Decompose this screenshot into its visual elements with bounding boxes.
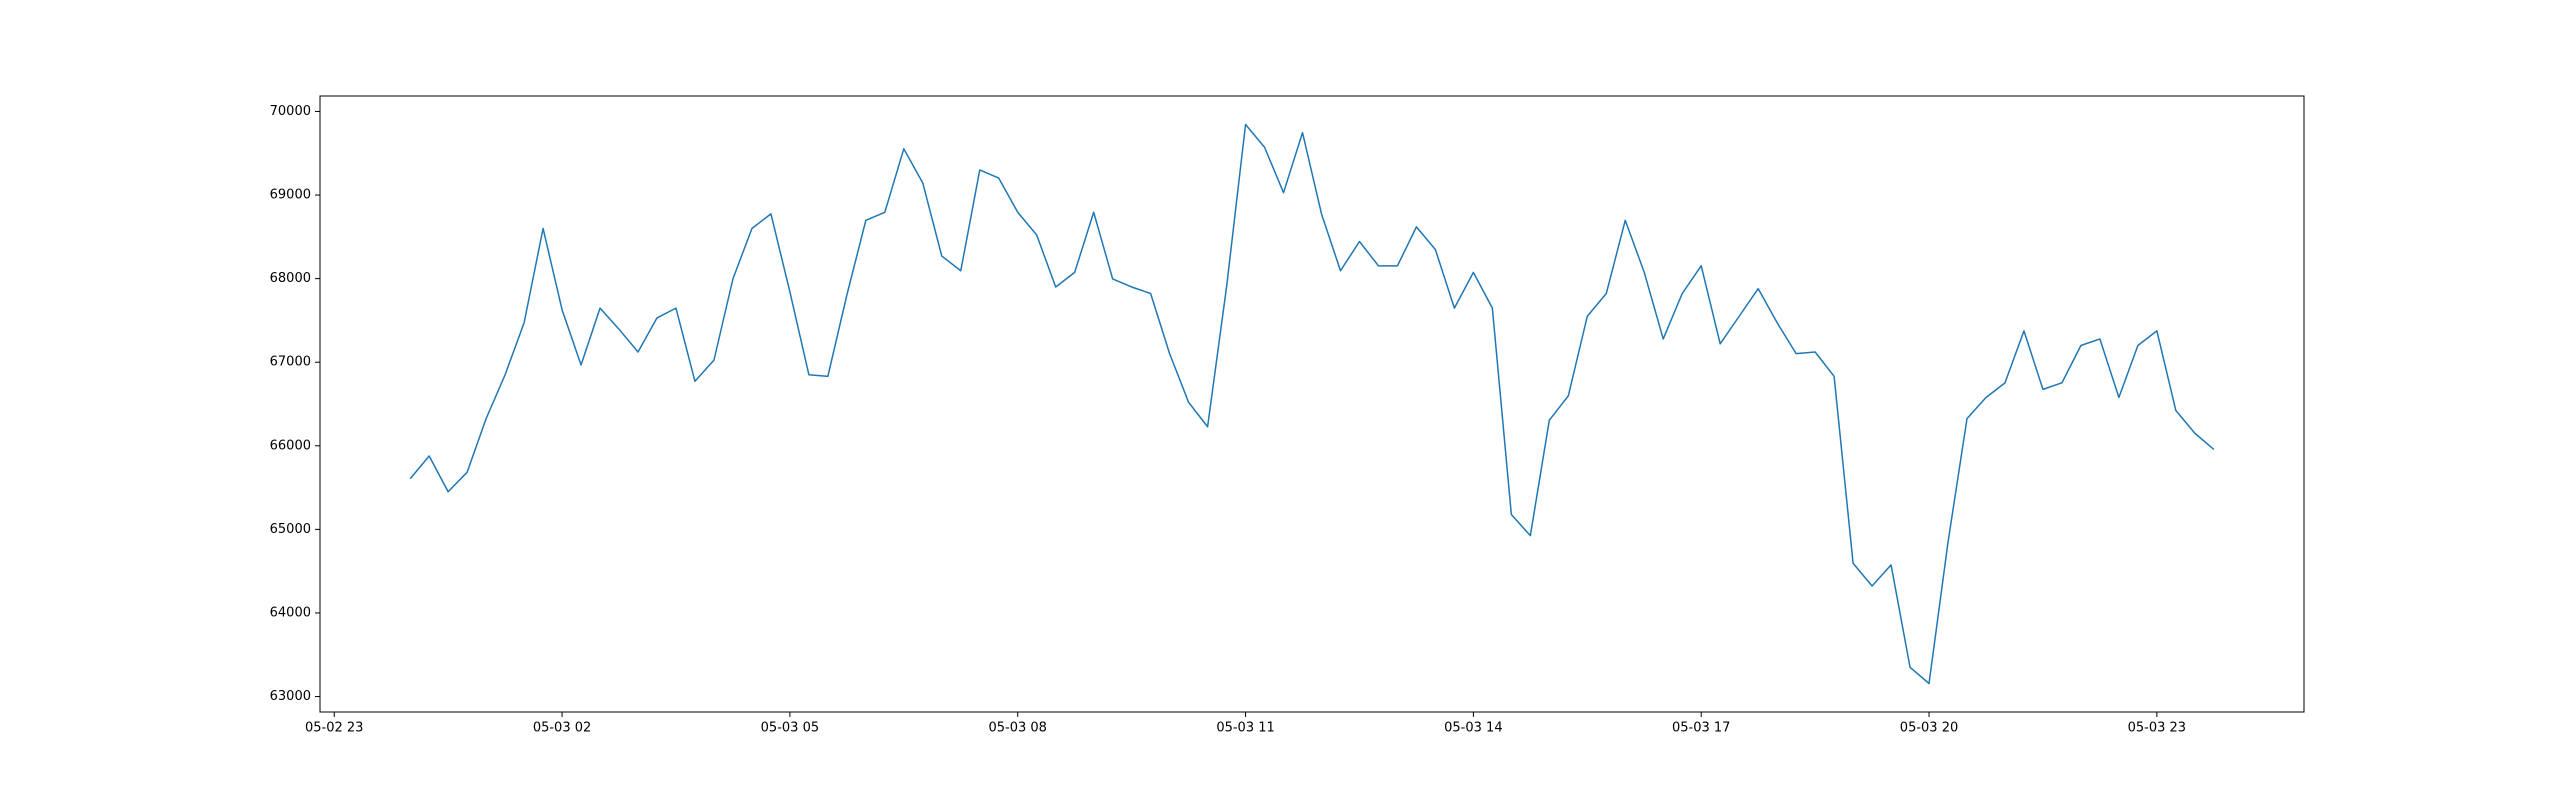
y-tick-label: 69000 — [270, 188, 311, 203]
line-series — [409, 123, 2215, 685]
y-tick-label: 68000 — [270, 271, 311, 286]
x-tick-label: 05-03 08 — [988, 721, 1046, 736]
x-tick-label: 05-03 11 — [1216, 721, 1274, 736]
x-tick-label: 05-02 23 — [305, 721, 363, 736]
x-tick-label: 05-03 17 — [1672, 721, 1730, 736]
y-tick-label: 63000 — [270, 689, 311, 704]
y-tick-label: 67000 — [270, 355, 311, 370]
x-tick-label: 05-03 14 — [1444, 721, 1502, 736]
x-tick-label: 05-03 20 — [1900, 721, 1958, 736]
plot-frame — [319, 95, 2305, 713]
y-tick-label: 64000 — [270, 605, 311, 620]
y-tick-label: 70000 — [270, 104, 311, 119]
x-tick-label: 05-03 23 — [2128, 721, 2186, 736]
y-tick-label: 66000 — [270, 438, 311, 453]
x-tick-label: 05-03 05 — [761, 721, 819, 736]
x-tick-label: 05-03 02 — [533, 721, 591, 736]
y-tick-label: 65000 — [270, 522, 311, 537]
